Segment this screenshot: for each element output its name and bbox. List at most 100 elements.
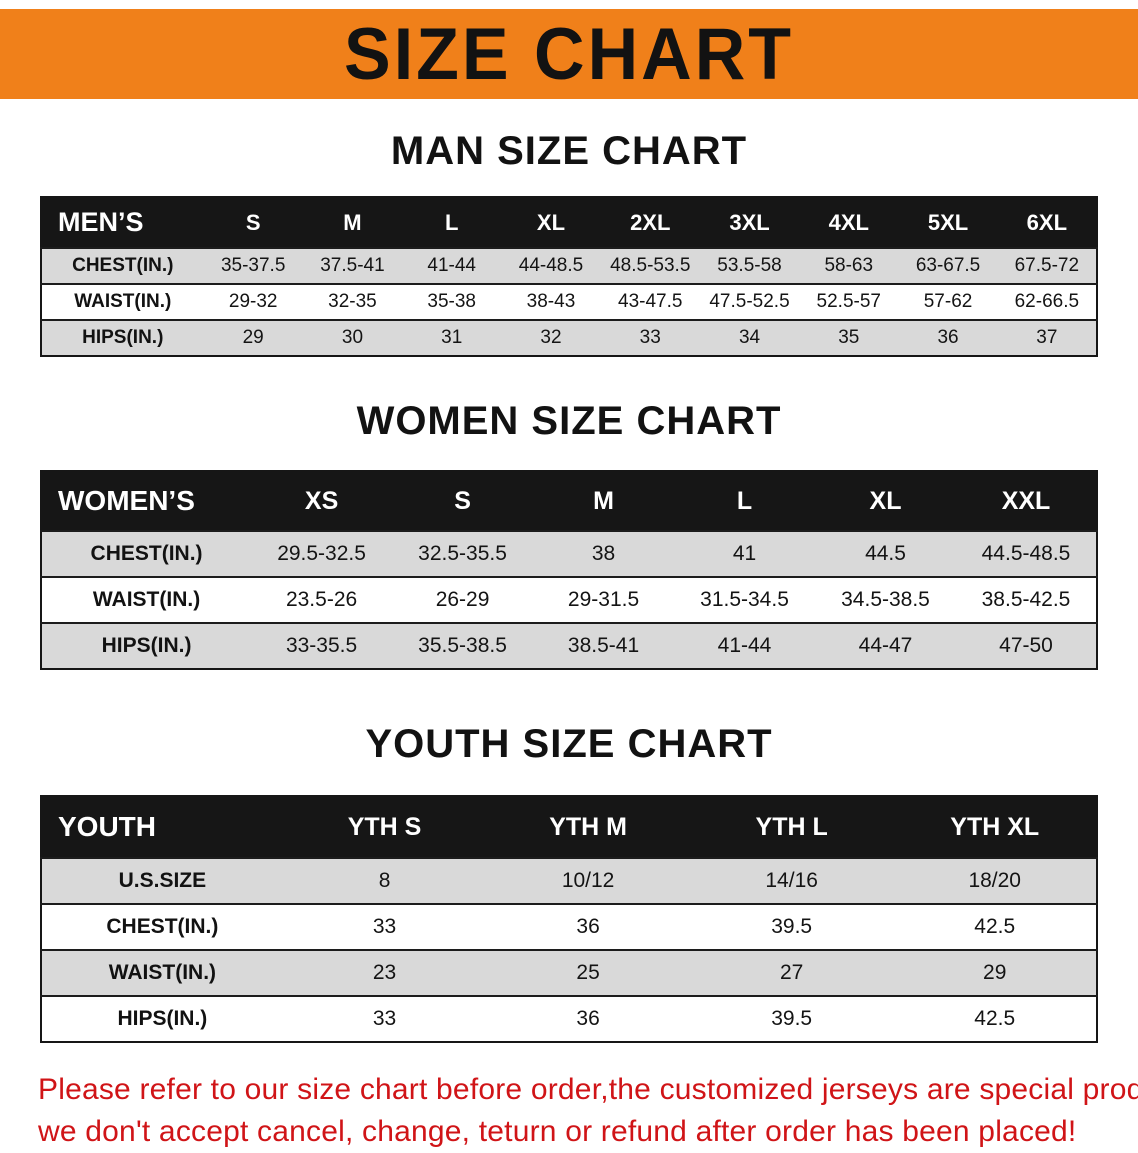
value-cell: 35-38 [427,291,477,312]
value-cell: 35 [838,327,860,348]
value-cell: 52.5-57 [816,291,881,312]
value-cell: 25 [576,961,600,984]
table-row: CHEST(IN.) 29.5-32.5 32.5-35.5 38 41 44.5 44.5… [41,531,1097,577]
value-cell: 29.5-32.5 [277,542,366,565]
row-label-cell: WAIST(IN.) [108,961,217,984]
banner: SIZE CHART [0,9,1138,99]
value-cell: 58-63 [824,255,874,276]
row-label-cell: U.S.SIZE [118,869,207,892]
value-cell: 35-37.5 [220,255,286,276]
table-header-row: WOMEN’S XS S M L XL XXL [41,471,1097,531]
value-cell: 18/20 [968,869,1021,892]
value-cell: 57-62 [923,291,973,312]
table-header-row: MEN’S S M L XL 2XL 3XL 4XL 5XL 6XL [41,197,1097,248]
size-header-cell: YTH S [282,796,487,858]
size-header-cell: YTH XL [893,796,1097,858]
row-label-cell: HIPS(IN.) [82,327,164,348]
value-cell: 47-50 [999,634,1053,657]
value-cell: 53.5-58 [717,255,782,276]
value-cell: 33-35.5 [285,634,358,657]
size-header-cell: M [533,471,675,531]
size-header-cell: 2XL [600,197,700,248]
men-size-table: MEN’S S M L XL 2XL 3XL 4XL 5XL 6XL CHEST(IN.) 35-37… [40,196,1098,357]
women-section-heading: WOMEN SIZE CHART [356,399,782,443]
value-cell: 8 [378,869,391,892]
value-cell: 34 [738,327,761,348]
row-label-cell: HIPS(IN.) [117,1007,208,1030]
row-label-cell: CHEST(IN.) [90,542,203,565]
value-cell: 27 [779,961,804,984]
table-title-cell: WOMEN’S [41,471,252,531]
women-size-table: WOMEN’S XS S M L XL XXL CHEST(IN.) 29.5-32.5 32.5… [40,470,1098,670]
value-cell: 36 [576,915,600,938]
value-cell: 23.5-26 [285,588,358,611]
value-cell: 36 [576,1007,600,1030]
section-women: WOMEN SIZE CHART WOMEN’S XS S M L XL XXL CHEST(… [0,357,1138,670]
row-label-cell: WAIST(IN.) [74,291,172,312]
table-row: CHEST(IN.) 33 36 39.5 42.5 [41,904,1097,950]
value-cell: 31 [441,327,463,348]
size-header-cell: XL [501,197,601,248]
value-cell: 37 [1036,327,1058,348]
value-cell: 42.5 [974,1007,1016,1030]
value-cell: 33 [372,915,397,938]
value-cell: 23 [372,961,397,984]
value-cell: 62-66.5 [1014,291,1080,312]
value-cell: 32-35 [328,291,377,312]
value-cell: 32.5-35.5 [418,542,507,565]
size-header-cell: L [402,197,502,248]
value-cell: 29-32 [228,291,278,312]
row-label-cell: WAIST(IN.) [92,588,201,611]
value-cell: 44-47 [858,634,913,657]
table-row: HIPS(IN.) 33 36 39.5 42.5 [41,996,1097,1042]
value-cell: 41-44 [427,255,477,276]
value-cell: 47.5-52.5 [709,291,790,312]
size-header-cell: YTH L [689,796,894,858]
value-cell: 33 [372,1007,397,1030]
row-label-cell: CHEST(IN.) [72,255,174,276]
page-title: SIZE CHART [344,13,794,95]
value-cell: 37.5-41 [320,255,385,276]
size-header-cell: YTH M [486,796,690,858]
size-header-cell: 6XL [997,197,1097,248]
table-row: HIPS(IN.) 29 30 31 32 33 34 35 36 37 [41,320,1097,356]
disclaimer-line-2: we don't accept cancel, change, teturn o… [38,1115,1077,1148]
value-cell: 26-29 [435,588,490,611]
value-cell: 63-67.5 [915,255,981,276]
size-chart-page: SIZE CHART MAN SIZE CHART MEN’S S M L XL 2XL 3… [0,9,1138,1153]
value-cell: 39.5 [771,915,813,938]
value-cell: 41-44 [717,634,772,657]
value-cell: 38 [591,542,616,565]
table-header-row: YOUTH YTH S YTH M YTH L YTH XL [41,796,1097,858]
value-cell: 43-47.5 [618,291,683,312]
size-header-cell: XS [251,471,393,531]
size-header-cell: 3XL [699,197,800,248]
men-section-heading: MAN SIZE CHART [390,129,748,173]
size-header-cell: L [674,471,816,531]
value-cell: 32 [540,327,562,348]
value-cell: 14/16 [765,869,818,892]
size-header-cell: 5XL [898,197,998,248]
value-cell: 29 [242,327,264,348]
table-row: U.S.SIZE 8 10/12 14/16 18/20 [41,858,1097,904]
value-cell: 67.5-72 [1014,255,1080,276]
size-header-cell: S [392,471,534,531]
disclaimer: Please refer to our size chart before or… [38,1069,1138,1153]
value-cell: 41 [732,542,757,565]
value-cell: 29 [983,961,1007,984]
table-row: HIPS(IN.) 33-35.5 35.5-38.5 38.5-41 41-44 44-… [41,623,1097,669]
value-cell: 36 [937,327,959,348]
row-label-cell: HIPS(IN.) [101,634,192,657]
table-title-cell: YOUTH [41,796,283,858]
size-header-cell: M [302,197,403,248]
youth-section-heading: YOUTH SIZE CHART [365,722,773,766]
value-cell: 29-31.5 [567,588,640,611]
table-row: WAIST(IN.) 23.5-26 26-29 29-31.5 31.5-34.5 34… [41,577,1097,623]
value-cell: 38.5-41 [567,634,640,657]
value-cell: 31.5-34.5 [700,588,789,611]
size-header-cell: S [203,197,303,248]
value-cell: 48.5-53.5 [610,255,691,276]
value-cell: 38.5-42.5 [981,588,1071,611]
table-row: WAIST(IN.) 29-32 32-35 35-38 38-43 43-47.5 47.… [41,284,1097,320]
section-youth: YOUTH SIZE CHART YOUTH YTH S YTH M YTH L YTH… [0,670,1138,1043]
